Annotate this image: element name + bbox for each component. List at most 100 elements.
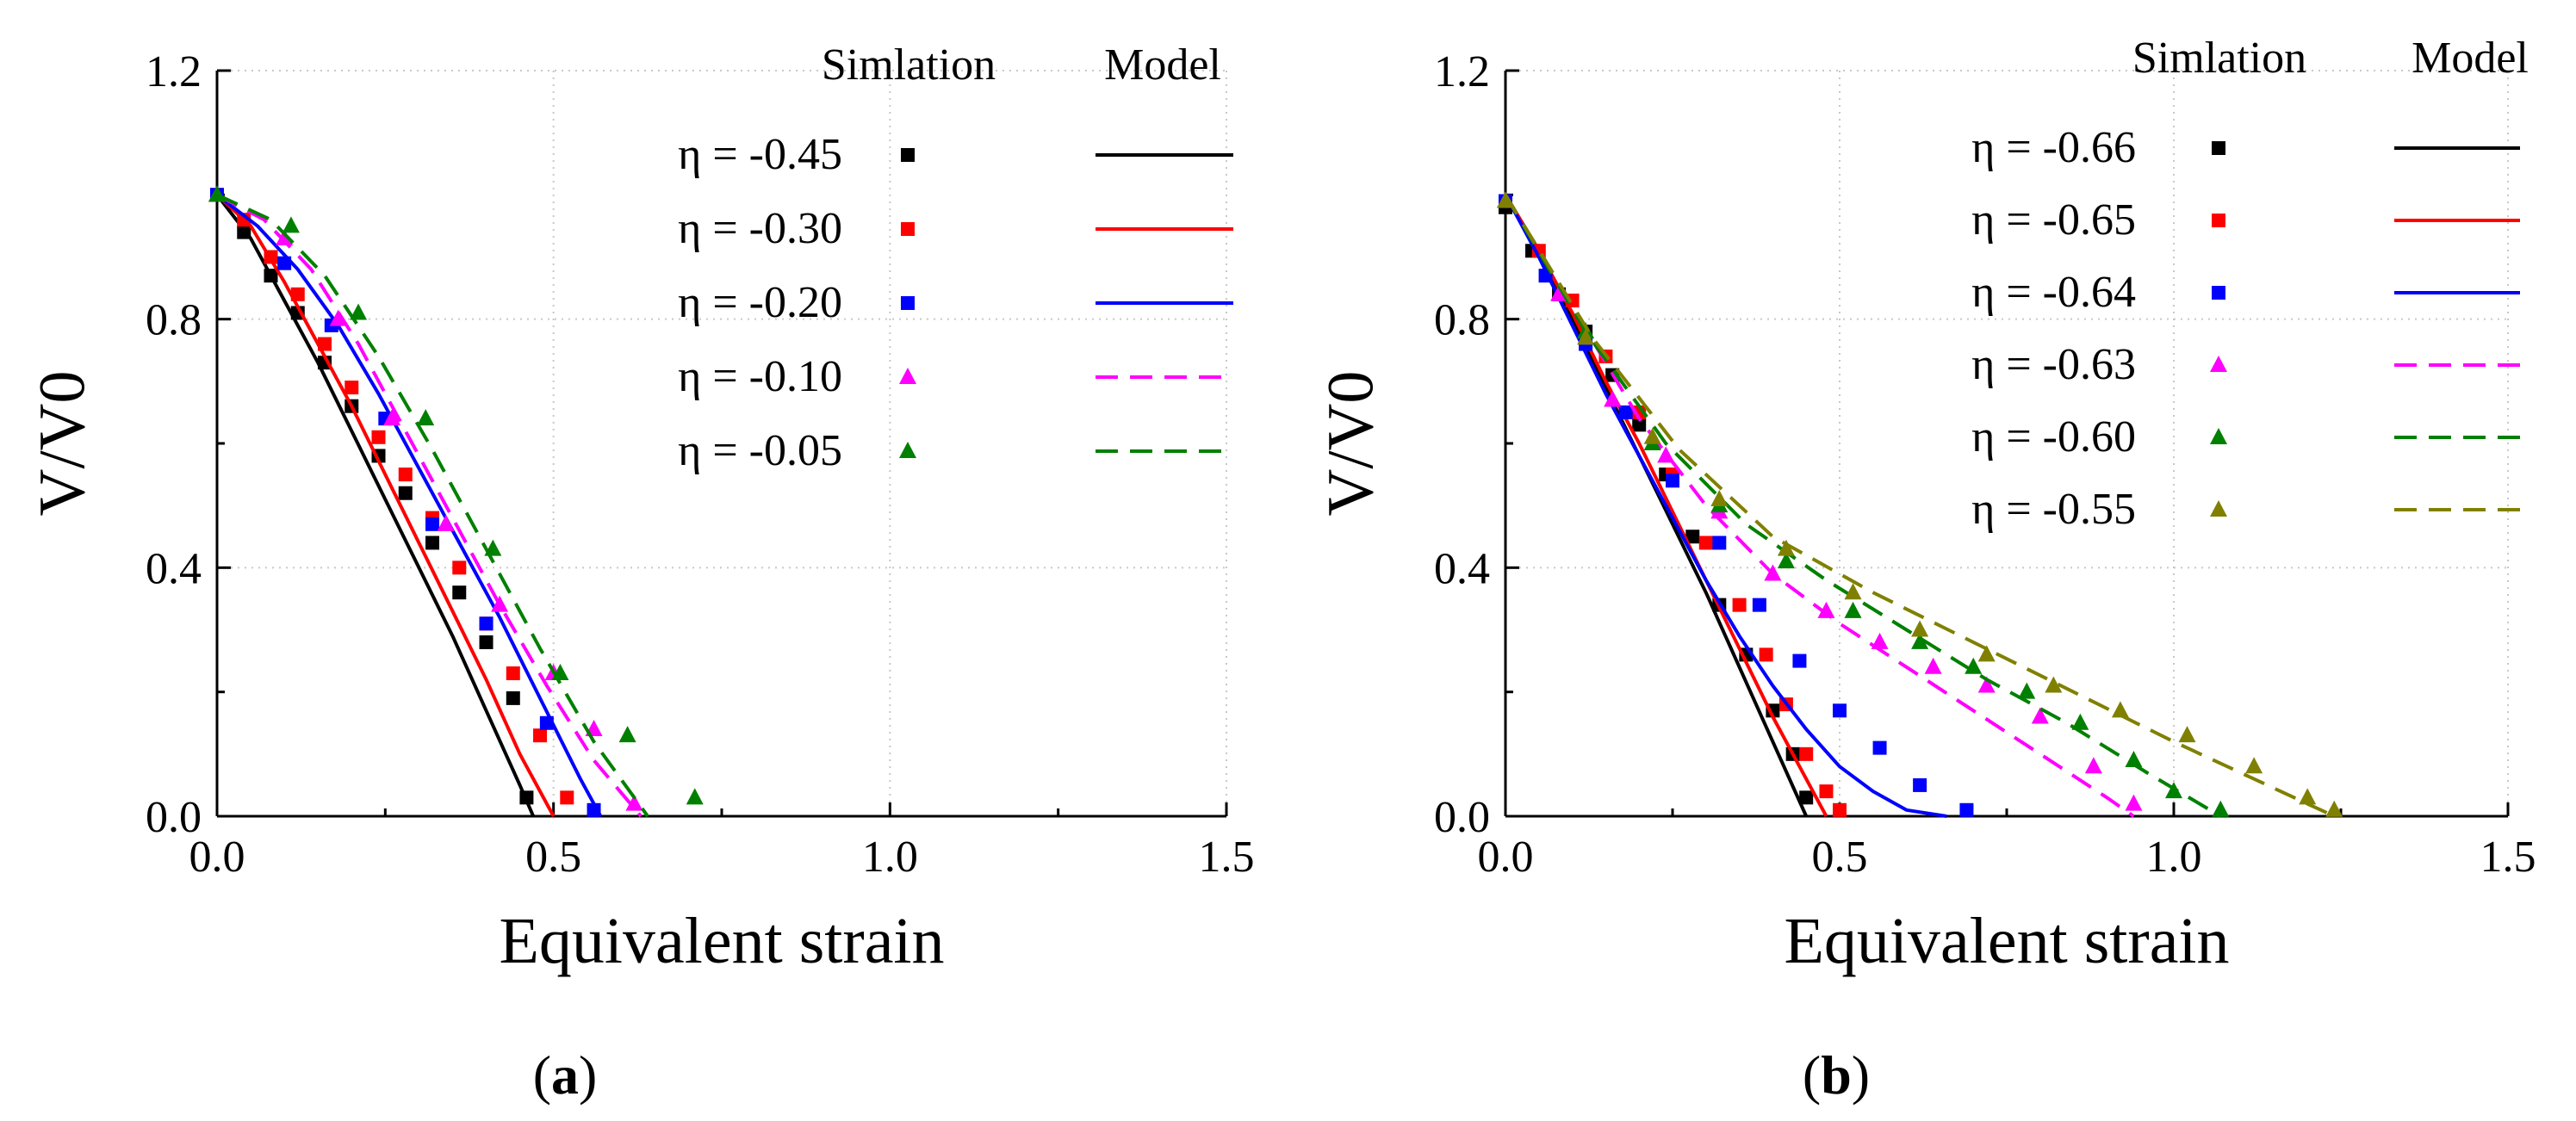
sim-point [383, 409, 401, 426]
x-tick-label: 1.0 [862, 833, 918, 882]
sim-point [329, 309, 347, 326]
model-curve [1504, 194, 2135, 818]
sim-point [290, 287, 305, 301]
sim-point [282, 216, 300, 233]
sim-point [1959, 802, 1974, 817]
legend-label: η = -0.64 [1971, 268, 2136, 317]
sim-point [484, 539, 502, 556]
sim-point [1792, 653, 1807, 668]
caption-a-letter: a [551, 1044, 579, 1106]
sim-point [551, 664, 569, 681]
sim-point [1643, 427, 1661, 444]
legend-label: η = -0.66 [1971, 123, 2136, 172]
legend-marker [2212, 214, 2225, 227]
legend-marker [2212, 141, 2225, 155]
sim-point [1777, 539, 1795, 556]
legend-marker [2210, 356, 2227, 372]
sim-point [539, 715, 554, 730]
sim-point [1911, 632, 1929, 649]
sim-point [452, 560, 467, 575]
sim-point [1844, 601, 1862, 618]
sim-point [2084, 757, 2102, 774]
sim-point [519, 790, 534, 805]
sim-point [506, 691, 520, 705]
sim-point [1712, 536, 1727, 550]
caption-b-letter: b [1821, 1044, 1852, 1106]
legend-label: η = -0.63 [1971, 340, 2136, 389]
x-tick-label: 0.0 [189, 833, 245, 882]
sim-point [625, 794, 643, 811]
sim-point [1817, 601, 1835, 618]
sim-point [618, 726, 636, 743]
legend-label: η = -0.65 [1971, 195, 2136, 245]
legend-marker [899, 442, 916, 458]
legend-marker [2210, 428, 2227, 444]
sim-point [1710, 489, 1729, 506]
legend-marker [901, 222, 915, 236]
model-curve [1504, 194, 2222, 818]
sim-point [237, 225, 251, 239]
legend-label: η = -0.45 [678, 130, 842, 179]
sim-point [1685, 530, 1700, 544]
series-3 [1497, 191, 2143, 818]
x-tick-label: 1.5 [2480, 833, 2536, 882]
sim-point [1799, 746, 1814, 761]
sim-point [1977, 645, 1996, 662]
sim-point [587, 802, 601, 817]
sim-point [1872, 740, 1887, 755]
legend-label: η = -0.60 [1971, 412, 2136, 461]
legend-label: η = -0.05 [678, 426, 842, 475]
sim-point [506, 666, 520, 681]
legend-header-simulation: Simlation [822, 40, 996, 90]
sim-point [371, 430, 386, 444]
sim-point [1497, 191, 1514, 208]
y-tick-label: 0.4 [1434, 544, 1490, 593]
sim-point [1759, 647, 1773, 662]
legend-marker [899, 368, 916, 384]
legend-marker [2212, 286, 2225, 300]
series-4 [208, 185, 704, 818]
y-tick-label: 0.0 [146, 793, 202, 842]
sim-point [1732, 598, 1747, 612]
legend-label: η = -0.30 [678, 204, 842, 253]
sim-point [1819, 784, 1834, 799]
sim-point [1632, 418, 1647, 432]
legend-marker [901, 296, 915, 310]
sim-point [1764, 564, 1782, 581]
sim-point [345, 381, 359, 395]
legend-label: η = -0.55 [1971, 485, 2136, 534]
sim-point [1924, 657, 1942, 674]
sim-point [1666, 474, 1679, 488]
x-tick-label: 0.5 [525, 833, 581, 882]
sim-point [1577, 328, 1595, 345]
sim-point [686, 788, 704, 805]
x-tick-label: 0.5 [1812, 833, 1868, 882]
sim-point [2125, 751, 2143, 768]
sim-point [1913, 777, 1927, 792]
sim-point [1550, 284, 1568, 301]
x-tick-label: 1.5 [1199, 833, 1255, 882]
legend-marker [901, 148, 915, 162]
legend-marker [2210, 500, 2227, 517]
sim-point [1833, 802, 1847, 817]
sim-point [1604, 390, 1622, 407]
sim-point [417, 409, 435, 426]
sim-point [398, 486, 413, 500]
sim-point [2299, 788, 2317, 805]
legend: Simlation Model η = -0.45 η = -0.30 η = -0.2… [678, 40, 1233, 475]
sim-point [1799, 790, 1814, 805]
legend-header-model: Model [1104, 40, 1221, 90]
x-tick-label: 0.0 [1478, 833, 1534, 882]
sim-point [533, 728, 548, 743]
sim-point [452, 585, 467, 600]
sim-point [276, 228, 294, 245]
sim-point [2212, 800, 2230, 817]
chart-panel-a: 0.0 0.5 1.0 1.5 0.0 0.4 0.8 1.2 Equivalent strai… [26, 40, 1254, 977]
y-axis-title: V/V0 [1314, 371, 1387, 517]
y-axis-title: V/V0 [26, 371, 98, 517]
sim-point [560, 790, 574, 805]
sim-point [398, 468, 413, 482]
sim-point [1833, 703, 1847, 718]
sim-point [2031, 707, 2049, 724]
